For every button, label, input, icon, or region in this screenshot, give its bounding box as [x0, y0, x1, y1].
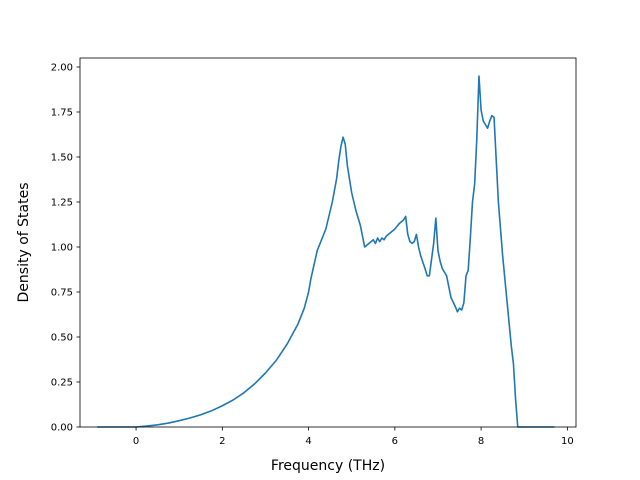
x-axis: 0 2 4 6 8 10: [133, 427, 574, 447]
y-axis: 0.00 0.25 0.50 0.75 1.00 1.25 1.50 1.75 2.00: [51, 63, 80, 434]
plot-area: [97, 75, 555, 428]
x-tick-label: 6: [392, 436, 398, 447]
y-tick-label: 0.00: [51, 423, 73, 434]
x-tick-label: 2: [219, 436, 225, 447]
y-tick-label: 1.00: [51, 243, 73, 254]
x-axis-title: Frequency (THz): [271, 458, 385, 474]
y-tick-label: 1.50: [51, 153, 73, 164]
y-tick-label: 0.25: [51, 378, 73, 389]
y-axis-title: Density of States: [16, 183, 32, 303]
x-tick-label: 10: [561, 436, 574, 447]
y-tick-label: 0.50: [51, 333, 73, 344]
x-tick-label: 0: [133, 436, 139, 447]
y-tick-label: 1.75: [51, 108, 73, 119]
dos-series-line: [97, 75, 555, 428]
y-tick-label: 1.25: [51, 198, 73, 209]
y-tick-label: 2.00: [51, 63, 73, 74]
x-tick-label: 4: [305, 436, 311, 447]
axes-frame: [79, 57, 577, 428]
x-tick-label: 8: [478, 436, 484, 447]
y-tick-label: 0.75: [51, 288, 73, 299]
